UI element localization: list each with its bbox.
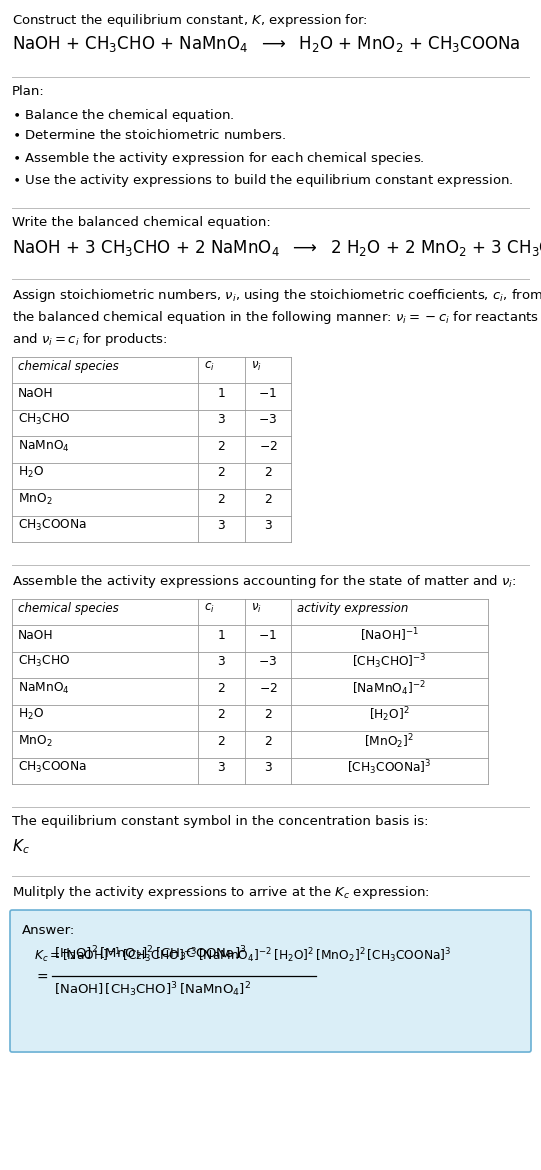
- Text: $-1$: $-1$: [259, 387, 278, 400]
- Text: Mulitply the activity expressions to arrive at the $K_c$ expression:: Mulitply the activity expressions to arr…: [12, 885, 430, 901]
- Text: NaOH + CH$_3$CHO + NaMnO$_4$  $\longrightarrow$  H$_2$O + MnO$_2$ + CH$_3$COONa: NaOH + CH$_3$CHO + NaMnO$_4$ $\longright…: [12, 34, 520, 54]
- Text: 2: 2: [217, 735, 225, 748]
- Text: $\nu_i$: $\nu_i$: [250, 360, 261, 373]
- Text: NaOH + 3 CH$_3$CHO + 2 NaMnO$_4$  $\longrightarrow$  2 H$_2$O + 2 MnO$_2$ + 3 CH: NaOH + 3 CH$_3$CHO + 2 NaMnO$_4$ $\longr…: [12, 239, 541, 259]
- Text: [H$_2$O]$^{2}$: [H$_2$O]$^{2}$: [369, 706, 410, 724]
- Text: [MnO$_2$]$^{2}$: [MnO$_2$]$^{2}$: [365, 732, 414, 751]
- Text: 3: 3: [217, 519, 225, 532]
- Text: and $\nu_i = c_i$ for products:: and $\nu_i = c_i$ for products:: [12, 331, 168, 347]
- Text: $K_c = \mathrm{[NaOH]^{-1}\,[CH_3CHO]^{-3}\,[NaMnO_4]^{-2}\,[H_2O]^{2}\,[MnO_2]^: $K_c = \mathrm{[NaOH]^{-1}\,[CH_3CHO]^{-…: [34, 947, 452, 965]
- Text: $\mathrm{[H_2O]^{2}\,[MnO_2]^{2}\,[CH_3COONa]^{3}}$: $\mathrm{[H_2O]^{2}\,[MnO_2]^{2}\,[CH_3C…: [54, 944, 247, 963]
- FancyBboxPatch shape: [10, 910, 531, 1052]
- Text: $\bullet$ Use the activity expressions to build the equilibrium constant express: $\bullet$ Use the activity expressions t…: [12, 172, 513, 190]
- Text: 3: 3: [264, 762, 272, 775]
- Text: 3: 3: [217, 413, 225, 426]
- Text: Write the balanced chemical equation:: Write the balanced chemical equation:: [12, 216, 270, 229]
- Text: $K_c$: $K_c$: [12, 837, 30, 855]
- Text: 2: 2: [217, 466, 225, 480]
- Text: Construct the equilibrium constant, $K$, expression for:: Construct the equilibrium constant, $K$,…: [12, 12, 368, 29]
- Text: CH$_3$CHO: CH$_3$CHO: [18, 412, 70, 427]
- Text: 2: 2: [264, 735, 272, 748]
- Text: CH$_3$COONa: CH$_3$COONa: [18, 760, 87, 776]
- Text: $-3$: $-3$: [259, 655, 278, 668]
- Text: 1: 1: [217, 629, 225, 642]
- Text: 3: 3: [264, 519, 272, 532]
- Text: $\bullet$ Balance the chemical equation.: $\bullet$ Balance the chemical equation.: [12, 106, 234, 124]
- Text: 2: 2: [264, 493, 272, 505]
- Text: $\bullet$ Determine the stoichiometric numbers.: $\bullet$ Determine the stoichiometric n…: [12, 129, 287, 143]
- Text: [NaMnO$_4$]$^{-2}$: [NaMnO$_4$]$^{-2}$: [352, 679, 426, 697]
- Text: activity expression: activity expression: [297, 603, 408, 615]
- Text: NaOH: NaOH: [18, 387, 54, 400]
- Text: $=$: $=$: [34, 969, 49, 983]
- Text: $\nu_i$: $\nu_i$: [250, 603, 261, 615]
- Text: $-3$: $-3$: [259, 413, 278, 426]
- Text: MnO$_2$: MnO$_2$: [18, 491, 52, 507]
- Text: $-2$: $-2$: [259, 682, 278, 695]
- Text: 2: 2: [217, 440, 225, 453]
- Text: H$_2$O: H$_2$O: [18, 708, 44, 722]
- Text: [NaOH]$^{-1}$: [NaOH]$^{-1}$: [360, 627, 419, 645]
- Text: NaMnO$_4$: NaMnO$_4$: [18, 439, 70, 454]
- Text: $c_i$: $c_i$: [204, 360, 215, 373]
- Text: $c_i$: $c_i$: [204, 603, 215, 615]
- Text: The equilibrium constant symbol in the concentration basis is:: The equilibrium constant symbol in the c…: [12, 815, 428, 828]
- Text: $-2$: $-2$: [259, 440, 278, 453]
- Text: 3: 3: [217, 762, 225, 775]
- Text: chemical species: chemical species: [18, 603, 119, 615]
- Text: CH$_3$COONa: CH$_3$COONa: [18, 518, 87, 534]
- Text: [CH$_3$CHO]$^{-3}$: [CH$_3$CHO]$^{-3}$: [352, 653, 427, 672]
- Text: Assemble the activity expressions accounting for the state of matter and $\nu_i$: Assemble the activity expressions accoun…: [12, 573, 517, 590]
- Text: $\mathrm{[NaOH]\,[CH_3CHO]^{3}\,[NaMnO_4]^{2}}$: $\mathrm{[NaOH]\,[CH_3CHO]^{3}\,[NaMnO_4…: [54, 980, 251, 999]
- Text: Answer:: Answer:: [22, 924, 75, 937]
- Text: 3: 3: [217, 655, 225, 668]
- Text: [CH$_3$COONa]$^{3}$: [CH$_3$COONa]$^{3}$: [347, 758, 432, 777]
- Text: 2: 2: [217, 682, 225, 695]
- Text: $\bullet$ Assemble the activity expression for each chemical species.: $\bullet$ Assemble the activity expressi…: [12, 150, 425, 167]
- Text: chemical species: chemical species: [18, 360, 119, 373]
- Text: 1: 1: [217, 387, 225, 400]
- Text: NaMnO$_4$: NaMnO$_4$: [18, 681, 70, 696]
- Text: 2: 2: [217, 493, 225, 505]
- Text: CH$_3$CHO: CH$_3$CHO: [18, 654, 70, 669]
- Text: 2: 2: [264, 708, 272, 722]
- Text: Plan:: Plan:: [12, 84, 45, 98]
- Text: Assign stoichiometric numbers, $\nu_i$, using the stoichiometric coefficients, $: Assign stoichiometric numbers, $\nu_i$, …: [12, 287, 541, 304]
- Text: NaOH: NaOH: [18, 629, 54, 642]
- Text: 2: 2: [264, 466, 272, 480]
- Text: 2: 2: [217, 708, 225, 722]
- Text: the balanced chemical equation in the following manner: $\nu_i = -c_i$ for react: the balanced chemical equation in the fo…: [12, 309, 539, 325]
- Text: MnO$_2$: MnO$_2$: [18, 734, 52, 749]
- Text: $-1$: $-1$: [259, 629, 278, 642]
- Text: H$_2$O: H$_2$O: [18, 466, 44, 480]
